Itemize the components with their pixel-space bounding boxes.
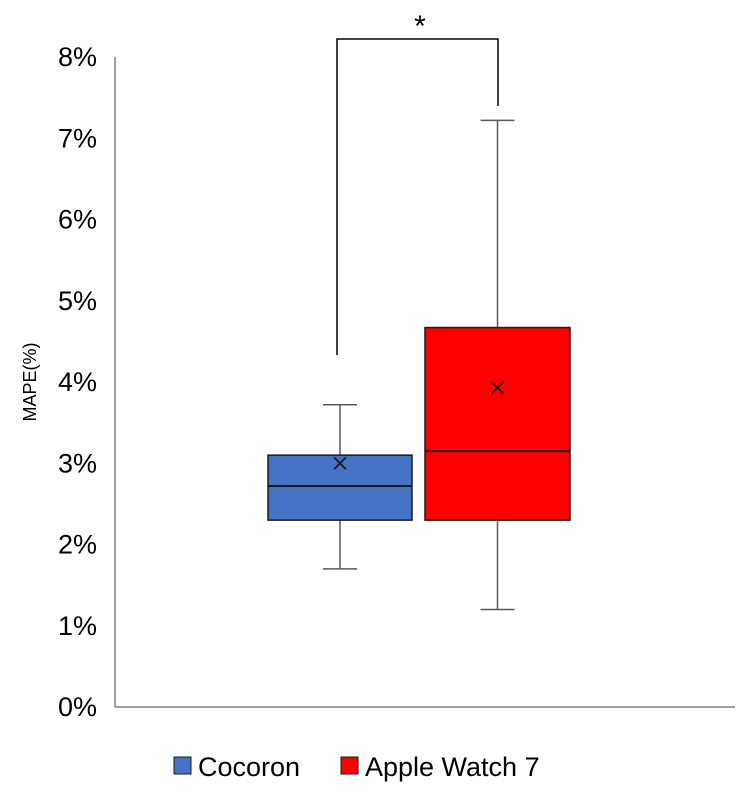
y-tick-label: 5%: [58, 286, 97, 316]
significance-asterisk: *: [414, 10, 426, 43]
significance-bracket: *: [336, 10, 499, 355]
y-tick-label: 2%: [58, 530, 97, 560]
boxes: [267, 119, 571, 611]
legend-swatch: [173, 756, 192, 775]
legend-label: Cocoron: [198, 752, 300, 782]
y-axis-ticks: 0% 1% 2% 3% 4% 5% 6% 7% 8%: [58, 42, 97, 722]
significance-bracket-line: [336, 38, 499, 355]
y-tick-label: 7%: [58, 123, 97, 153]
y-tick-label: 8%: [58, 42, 97, 72]
y-tick-label: 4%: [58, 367, 97, 397]
y-axis-label: MAPE(%): [20, 342, 40, 421]
legend-label: Apple Watch 7: [365, 752, 540, 782]
box-apple-watch-7: [424, 119, 571, 611]
interquartile-box: [424, 326, 571, 521]
box-cocoron: [267, 404, 413, 570]
y-tick-label: 1%: [58, 611, 97, 641]
legend-swatch: [340, 756, 359, 775]
legend: Cocoron Apple Watch 7: [173, 752, 540, 782]
interquartile-box: [267, 454, 413, 521]
mean-marker: [333, 456, 347, 470]
mean-marker: [490, 381, 505, 395]
y-tick-label: 6%: [58, 205, 97, 235]
y-tick-label: 0%: [58, 692, 97, 722]
y-tick-label: 3%: [58, 448, 97, 478]
